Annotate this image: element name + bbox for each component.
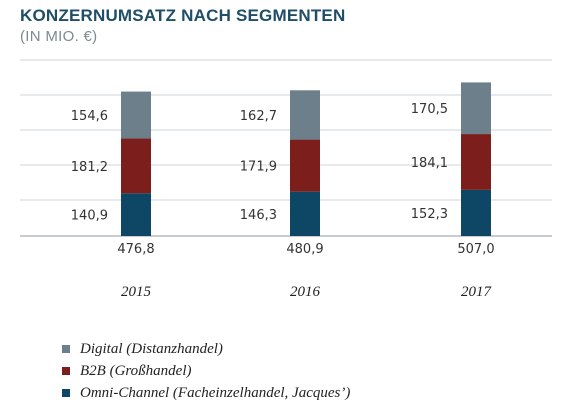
year-label-2015: 2015: [121, 284, 152, 300]
bar-digital-2017: [461, 82, 491, 135]
total-label-2017: 507,0: [457, 242, 494, 257]
year-label-2017: 2017: [461, 284, 493, 300]
bar-b2b-2017: [461, 134, 491, 190]
bar-digital-2016: [290, 90, 320, 140]
legend-swatch-b2b: [62, 367, 70, 375]
value-label-b2b-2017: 184,1: [411, 156, 448, 171]
value-label-omni-channel-2016: 146,3: [240, 208, 277, 223]
chart-title: KONZERNUMSATZ NACH SEGMENTEN: [20, 6, 346, 25]
total-label-2015: 476,8: [117, 242, 154, 257]
legend-item-b2b: B2B (Großhandel): [62, 360, 350, 382]
value-label-omni-channel-2015: 140,9: [71, 209, 108, 224]
bar-b2b-2015: [121, 138, 151, 194]
value-label-digital-2016: 162,7: [240, 109, 277, 124]
bar-digital-2015: [121, 91, 151, 139]
legend: Digital (Distanzhandel) B2B (Großhandel)…: [62, 338, 350, 404]
value-label-b2b-2016: 171,9: [240, 160, 277, 175]
bar-omni-channel-2016: [290, 191, 320, 236]
bar-omni-channel-2015: [121, 193, 151, 236]
bar-omni-channel-2017: [461, 189, 491, 236]
value-label-digital-2017: 170,5: [411, 102, 448, 117]
total-label-2016: 480,9: [286, 242, 323, 257]
year-label-2016: 2016: [290, 284, 321, 300]
legend-item-omni-channel: Omni-Channel (Facheinzelhandel, Jacques’…: [62, 382, 350, 404]
chart-subtitle: (IN MIO. €): [20, 28, 98, 45]
value-label-digital-2015: 154,6: [71, 109, 108, 124]
value-label-omni-channel-2017: 152,3: [411, 207, 448, 222]
bar-b2b-2016: [290, 139, 320, 192]
stacked-bar-chart: 140,9 181,2 154,6 476,8 2015 146,3 171,9 162,7 4…: [20, 59, 552, 300]
legend-swatch-omni-channel: [62, 389, 70, 397]
legend-label-omni-channel: Omni-Channel (Facheinzelhandel, Jacques’…: [80, 384, 351, 401]
value-label-b2b-2015: 181,2: [71, 160, 108, 175]
legend-swatch-digital: [62, 345, 70, 353]
legend-label-digital: Digital (Distanzhandel): [80, 340, 223, 357]
legend-label-b2b: B2B (Großhandel): [80, 362, 192, 379]
legend-item-digital: Digital (Distanzhandel): [62, 338, 350, 360]
